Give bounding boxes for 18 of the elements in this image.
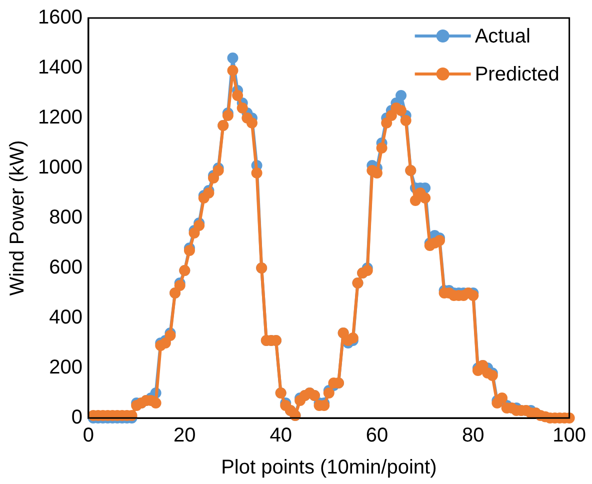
x-tick-label: 100 bbox=[552, 424, 586, 447]
y-tick-label: 1200 bbox=[38, 106, 82, 129]
legend-label: Actual bbox=[474, 26, 530, 48]
y-tick-label: 1000 bbox=[38, 156, 82, 179]
x-tick-label: 20 bbox=[174, 424, 196, 447]
y-tick-label: 800 bbox=[49, 206, 82, 229]
x-axis-title: Plot points (10min/point) bbox=[221, 456, 437, 479]
y-tick-label: 600 bbox=[49, 256, 82, 279]
y-tick-label: 0 bbox=[71, 406, 82, 429]
x-tick-label: 40 bbox=[270, 424, 292, 447]
y-tick-label: 1600 bbox=[38, 6, 82, 29]
y-tick-label: 400 bbox=[49, 306, 82, 329]
x-tick-label: 60 bbox=[366, 424, 388, 447]
x-tick-label: 80 bbox=[462, 424, 484, 447]
y-tick-label: 1400 bbox=[38, 56, 82, 79]
y-axis-title: Wind Power (kW) bbox=[6, 140, 29, 296]
legend-label: Predicted bbox=[474, 64, 560, 86]
y-tick-label: 200 bbox=[49, 356, 82, 379]
